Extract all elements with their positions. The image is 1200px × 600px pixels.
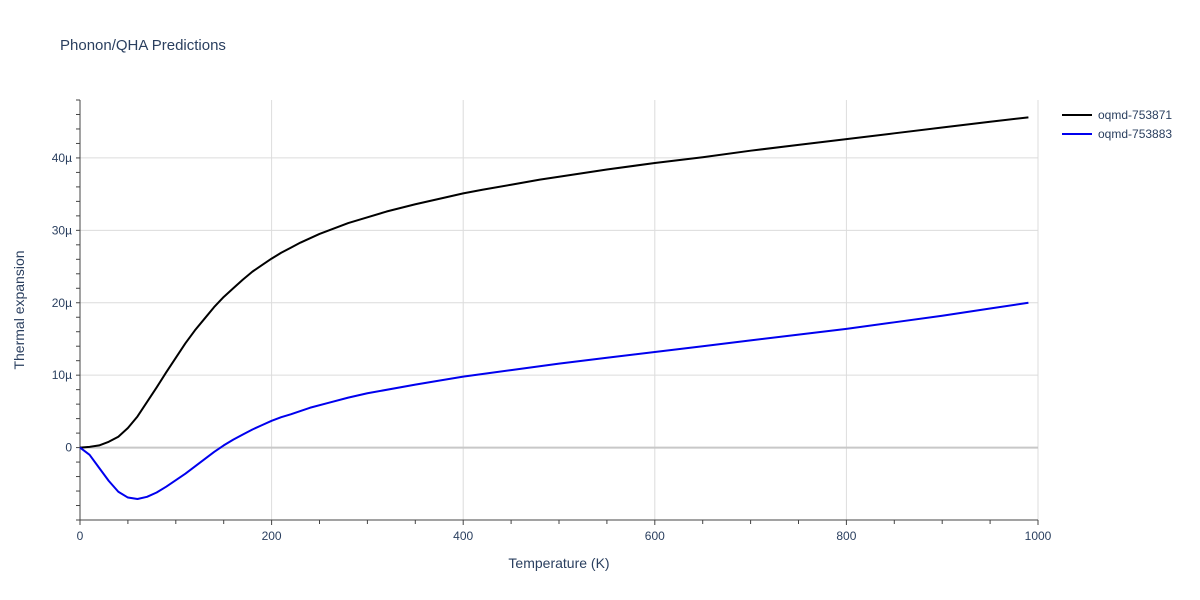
legend[interactable]: oqmd-753871 oqmd-753883 <box>1062 108 1172 141</box>
legend-label: oqmd-753883 <box>1098 127 1172 141</box>
series-line-oqmd-753871 <box>79 116 1029 449</box>
y-tick-label: 20µ <box>52 296 72 310</box>
chart-title: Phonon/QHA Predictions <box>60 37 226 54</box>
x-tick-label: 600 <box>645 529 665 543</box>
legend-item-oqmd-753871[interactable]: oqmd-753871 <box>1062 108 1172 122</box>
y-tick-label: 30µ <box>52 223 72 237</box>
x-axis-title: Temperature (K) <box>508 555 609 571</box>
axis-layer: 0 200 400 600 800 1000 0 10µ 20µ 30µ 40µ <box>52 99 1052 543</box>
y-tick-label: 0 <box>65 441 72 455</box>
y-tick-label: 40µ <box>52 151 72 165</box>
y-axis-title: Thermal expansion <box>11 250 27 369</box>
grid-layer <box>80 100 1039 520</box>
series-layer <box>79 116 1029 500</box>
x-tick-label: 400 <box>453 529 473 543</box>
x-tick-label: 800 <box>836 529 856 543</box>
x-tick-label: 200 <box>262 529 282 543</box>
x-tick-label: 0 <box>77 529 84 543</box>
legend-item-oqmd-753883[interactable]: oqmd-753883 <box>1062 127 1172 141</box>
x-tick-label: 1000 <box>1025 529 1052 543</box>
y-tick-label: 10µ <box>52 368 72 382</box>
series-line-oqmd-753883 <box>79 301 1029 500</box>
legend-label: oqmd-753871 <box>1098 108 1172 122</box>
